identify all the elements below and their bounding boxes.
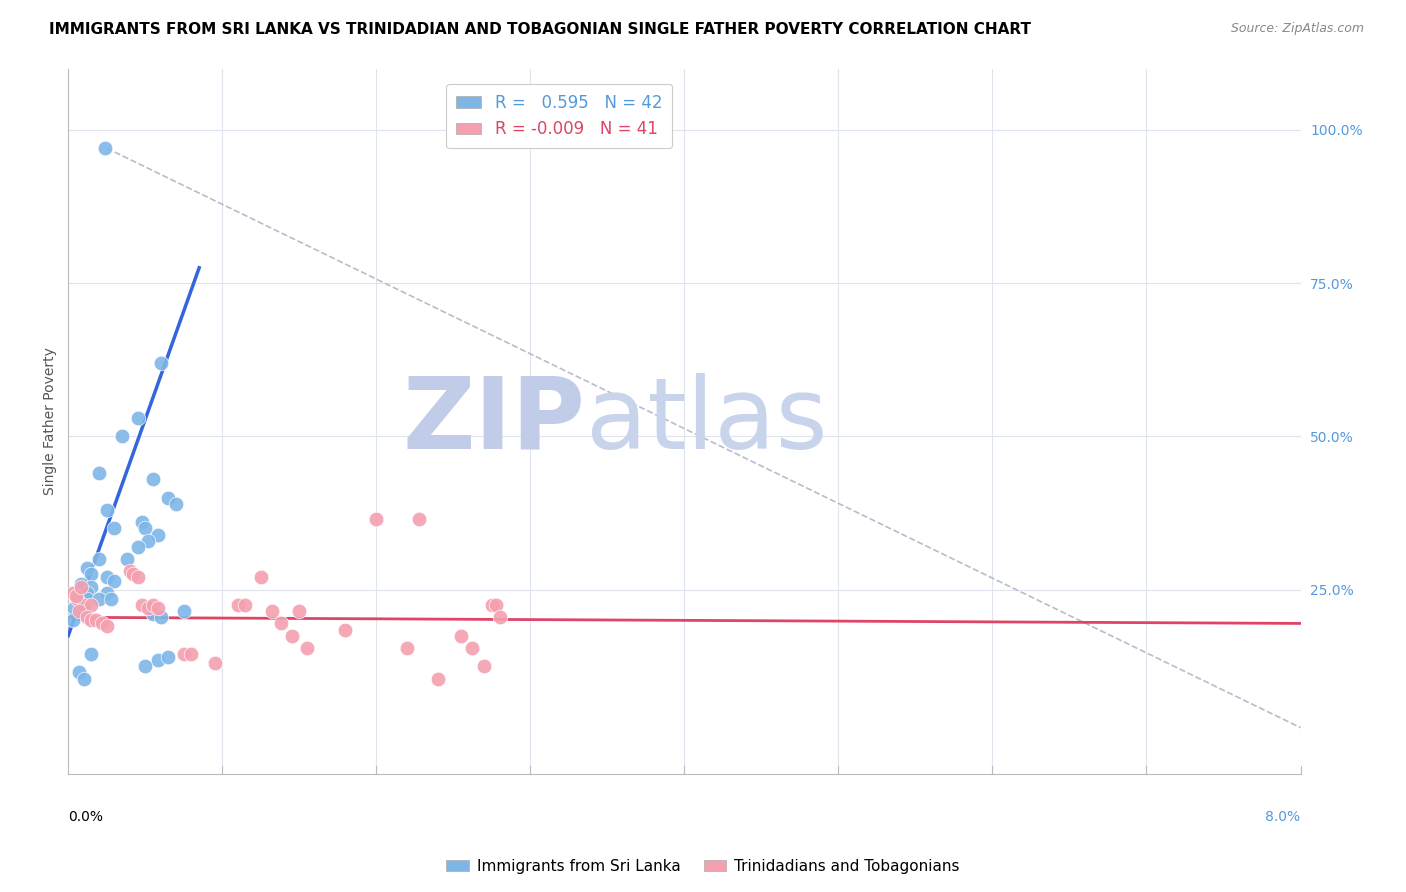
Point	[295, 640, 318, 655]
Point	[450, 629, 472, 643]
Legend: Immigrants from Sri Lanka, Trinidadians and Tobagonians: Immigrants from Sri Lanka, Trinidadians …	[440, 853, 966, 880]
Point	[65, 589, 87, 603]
Point	[80, 580, 103, 594]
Point	[131, 515, 153, 529]
Point	[180, 647, 202, 661]
Point	[142, 598, 165, 612]
Point	[488, 610, 510, 624]
Point	[366, 512, 388, 526]
Point	[76, 610, 98, 624]
Point	[62, 586, 84, 600]
Point	[396, 640, 419, 655]
Point	[96, 503, 118, 517]
Point	[67, 665, 90, 680]
Point	[235, 598, 257, 612]
Point	[157, 650, 180, 665]
Point	[91, 616, 114, 631]
Point	[100, 591, 122, 606]
Point	[136, 601, 159, 615]
Point	[67, 604, 90, 618]
Point	[157, 491, 180, 505]
Point	[165, 497, 187, 511]
Point	[87, 591, 110, 606]
Point	[146, 653, 169, 667]
Point	[84, 613, 107, 627]
Point	[103, 574, 125, 588]
Point	[115, 552, 138, 566]
Point	[149, 610, 172, 624]
Point	[426, 672, 449, 686]
Text: atlas: atlas	[586, 373, 827, 469]
Point	[481, 598, 503, 612]
Point	[80, 613, 103, 627]
Point	[134, 659, 156, 673]
Point	[408, 512, 430, 526]
Point	[249, 570, 271, 584]
Point	[127, 411, 149, 425]
Point	[66, 591, 89, 606]
Point	[76, 586, 98, 600]
Point	[76, 561, 98, 575]
Point	[87, 466, 110, 480]
Point	[80, 598, 103, 612]
Legend: R =   0.595   N = 42, R = -0.009   N = 41: R = 0.595 N = 42, R = -0.009 N = 41	[446, 84, 672, 148]
Text: ZIP: ZIP	[404, 373, 586, 469]
Y-axis label: Single Father Poverty: Single Father Poverty	[44, 347, 58, 495]
Point	[76, 591, 98, 606]
Point	[103, 521, 125, 535]
Point	[69, 598, 91, 612]
Point	[69, 576, 91, 591]
Point	[136, 533, 159, 548]
Text: IMMIGRANTS FROM SRI LANKA VS TRINIDADIAN AND TOBAGONIAN SINGLE FATHER POVERTY CO: IMMIGRANTS FROM SRI LANKA VS TRINIDADIAN…	[49, 22, 1031, 37]
Point	[96, 586, 118, 600]
Point	[149, 356, 172, 370]
Point	[280, 629, 302, 643]
Point	[94, 141, 117, 155]
Point	[142, 472, 165, 486]
Point	[472, 659, 495, 673]
Point	[69, 580, 91, 594]
Point	[146, 601, 169, 615]
Point	[72, 598, 94, 612]
Point	[270, 616, 292, 631]
Point	[80, 567, 103, 582]
Point	[127, 540, 149, 554]
Point	[87, 552, 110, 566]
Point	[288, 604, 311, 618]
Point	[72, 672, 94, 686]
Point	[96, 619, 118, 633]
Point	[146, 527, 169, 541]
Point	[260, 604, 283, 618]
Point	[122, 567, 145, 582]
Point	[131, 598, 153, 612]
Point	[461, 640, 484, 655]
Point	[63, 601, 86, 615]
Point	[173, 604, 195, 618]
Text: Source: ZipAtlas.com: Source: ZipAtlas.com	[1230, 22, 1364, 36]
Point	[335, 623, 357, 637]
Point	[80, 647, 103, 661]
Point	[111, 429, 134, 443]
Point	[485, 598, 508, 612]
Text: 8.0%: 8.0%	[1265, 811, 1301, 824]
Point	[118, 564, 141, 578]
Point	[72, 604, 94, 618]
Point	[142, 607, 165, 622]
Point	[226, 598, 249, 612]
Point	[96, 570, 118, 584]
Point	[134, 521, 156, 535]
Point	[173, 647, 195, 661]
Point	[204, 657, 226, 671]
Point	[127, 570, 149, 584]
Point	[62, 613, 84, 627]
Text: 0.0%: 0.0%	[69, 811, 103, 824]
Point	[69, 607, 91, 622]
